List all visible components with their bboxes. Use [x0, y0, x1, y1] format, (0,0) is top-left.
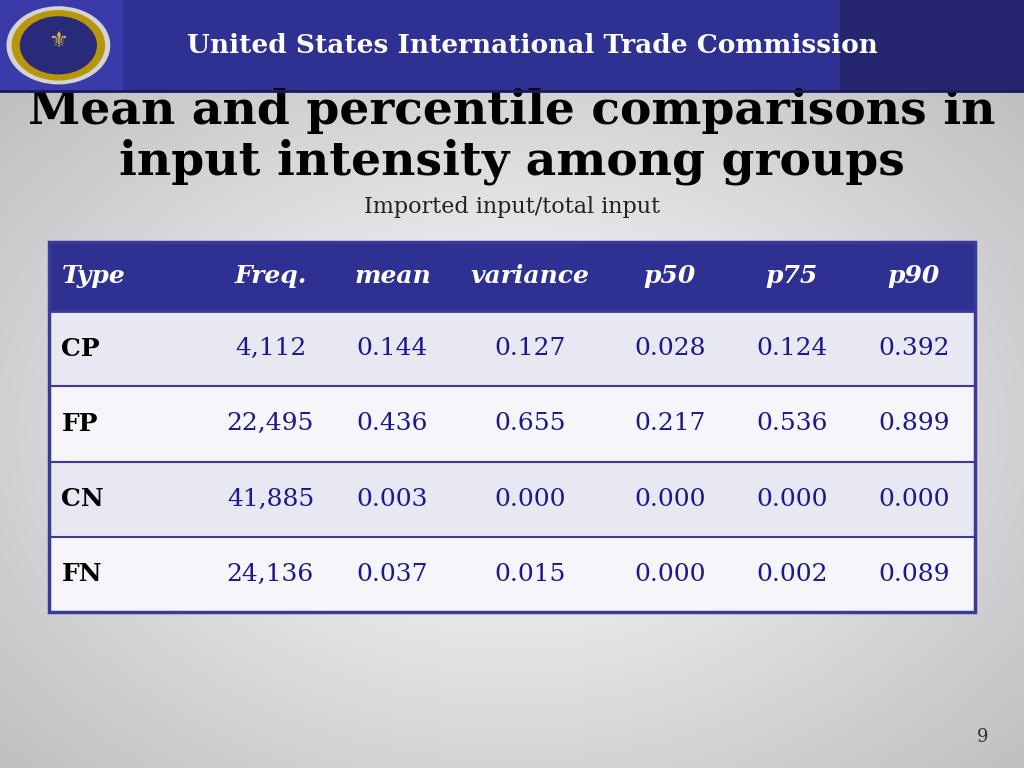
Text: 0.144: 0.144 — [356, 337, 428, 360]
Text: CP: CP — [61, 336, 100, 361]
Text: mean: mean — [354, 264, 431, 289]
Bar — [49, 386, 975, 462]
Text: 0.127: 0.127 — [495, 337, 565, 360]
Text: FN: FN — [61, 562, 102, 587]
Text: 0.899: 0.899 — [878, 412, 949, 435]
Text: p50: p50 — [643, 264, 695, 289]
Text: ⚜: ⚜ — [48, 31, 69, 51]
Text: Freq.: Freq. — [234, 264, 306, 289]
Text: 41,885: 41,885 — [226, 488, 314, 511]
Text: 0.089: 0.089 — [878, 563, 949, 586]
Bar — [840, 0, 1024, 91]
Text: Type: Type — [61, 264, 125, 289]
Bar — [49, 242, 975, 311]
Text: p75: p75 — [766, 264, 818, 289]
Circle shape — [7, 7, 110, 84]
Text: United States International Trade Commission: United States International Trade Commis… — [187, 33, 878, 58]
Text: 0.000: 0.000 — [878, 488, 949, 511]
Circle shape — [20, 17, 96, 74]
Circle shape — [12, 11, 104, 80]
Text: 0.015: 0.015 — [495, 563, 565, 586]
Text: 0.124: 0.124 — [756, 337, 827, 360]
Text: 0.002: 0.002 — [756, 563, 827, 586]
Bar — [49, 537, 975, 612]
Text: 0.028: 0.028 — [634, 337, 706, 360]
Text: 22,495: 22,495 — [226, 412, 314, 435]
Text: 0.217: 0.217 — [634, 412, 706, 435]
Bar — [49, 311, 975, 386]
Text: variance: variance — [470, 264, 589, 289]
Bar — [49, 462, 975, 537]
Text: p90: p90 — [888, 264, 940, 289]
Bar — [0, 0, 123, 91]
Text: 0.000: 0.000 — [756, 488, 827, 511]
Text: Imported input/total input: Imported input/total input — [364, 197, 660, 218]
Text: 0.392: 0.392 — [878, 337, 949, 360]
Text: Mean and percentile comparisons in: Mean and percentile comparisons in — [29, 88, 995, 134]
Text: 4,112: 4,112 — [234, 337, 306, 360]
Bar — [49, 242, 975, 612]
Text: 0.000: 0.000 — [634, 563, 706, 586]
Text: CN: CN — [61, 487, 104, 511]
Text: 9: 9 — [977, 729, 988, 746]
Text: 0.000: 0.000 — [634, 488, 706, 511]
Text: 0.003: 0.003 — [356, 488, 428, 511]
Text: 24,136: 24,136 — [226, 563, 314, 586]
Text: 0.436: 0.436 — [356, 412, 428, 435]
Text: FP: FP — [61, 412, 98, 436]
Text: 0.536: 0.536 — [756, 412, 827, 435]
Bar — [0, 0, 1024, 91]
Text: 0.000: 0.000 — [494, 488, 565, 511]
Text: input intensity among groups: input intensity among groups — [119, 138, 905, 184]
Text: 0.037: 0.037 — [356, 563, 428, 586]
Text: 0.655: 0.655 — [494, 412, 565, 435]
